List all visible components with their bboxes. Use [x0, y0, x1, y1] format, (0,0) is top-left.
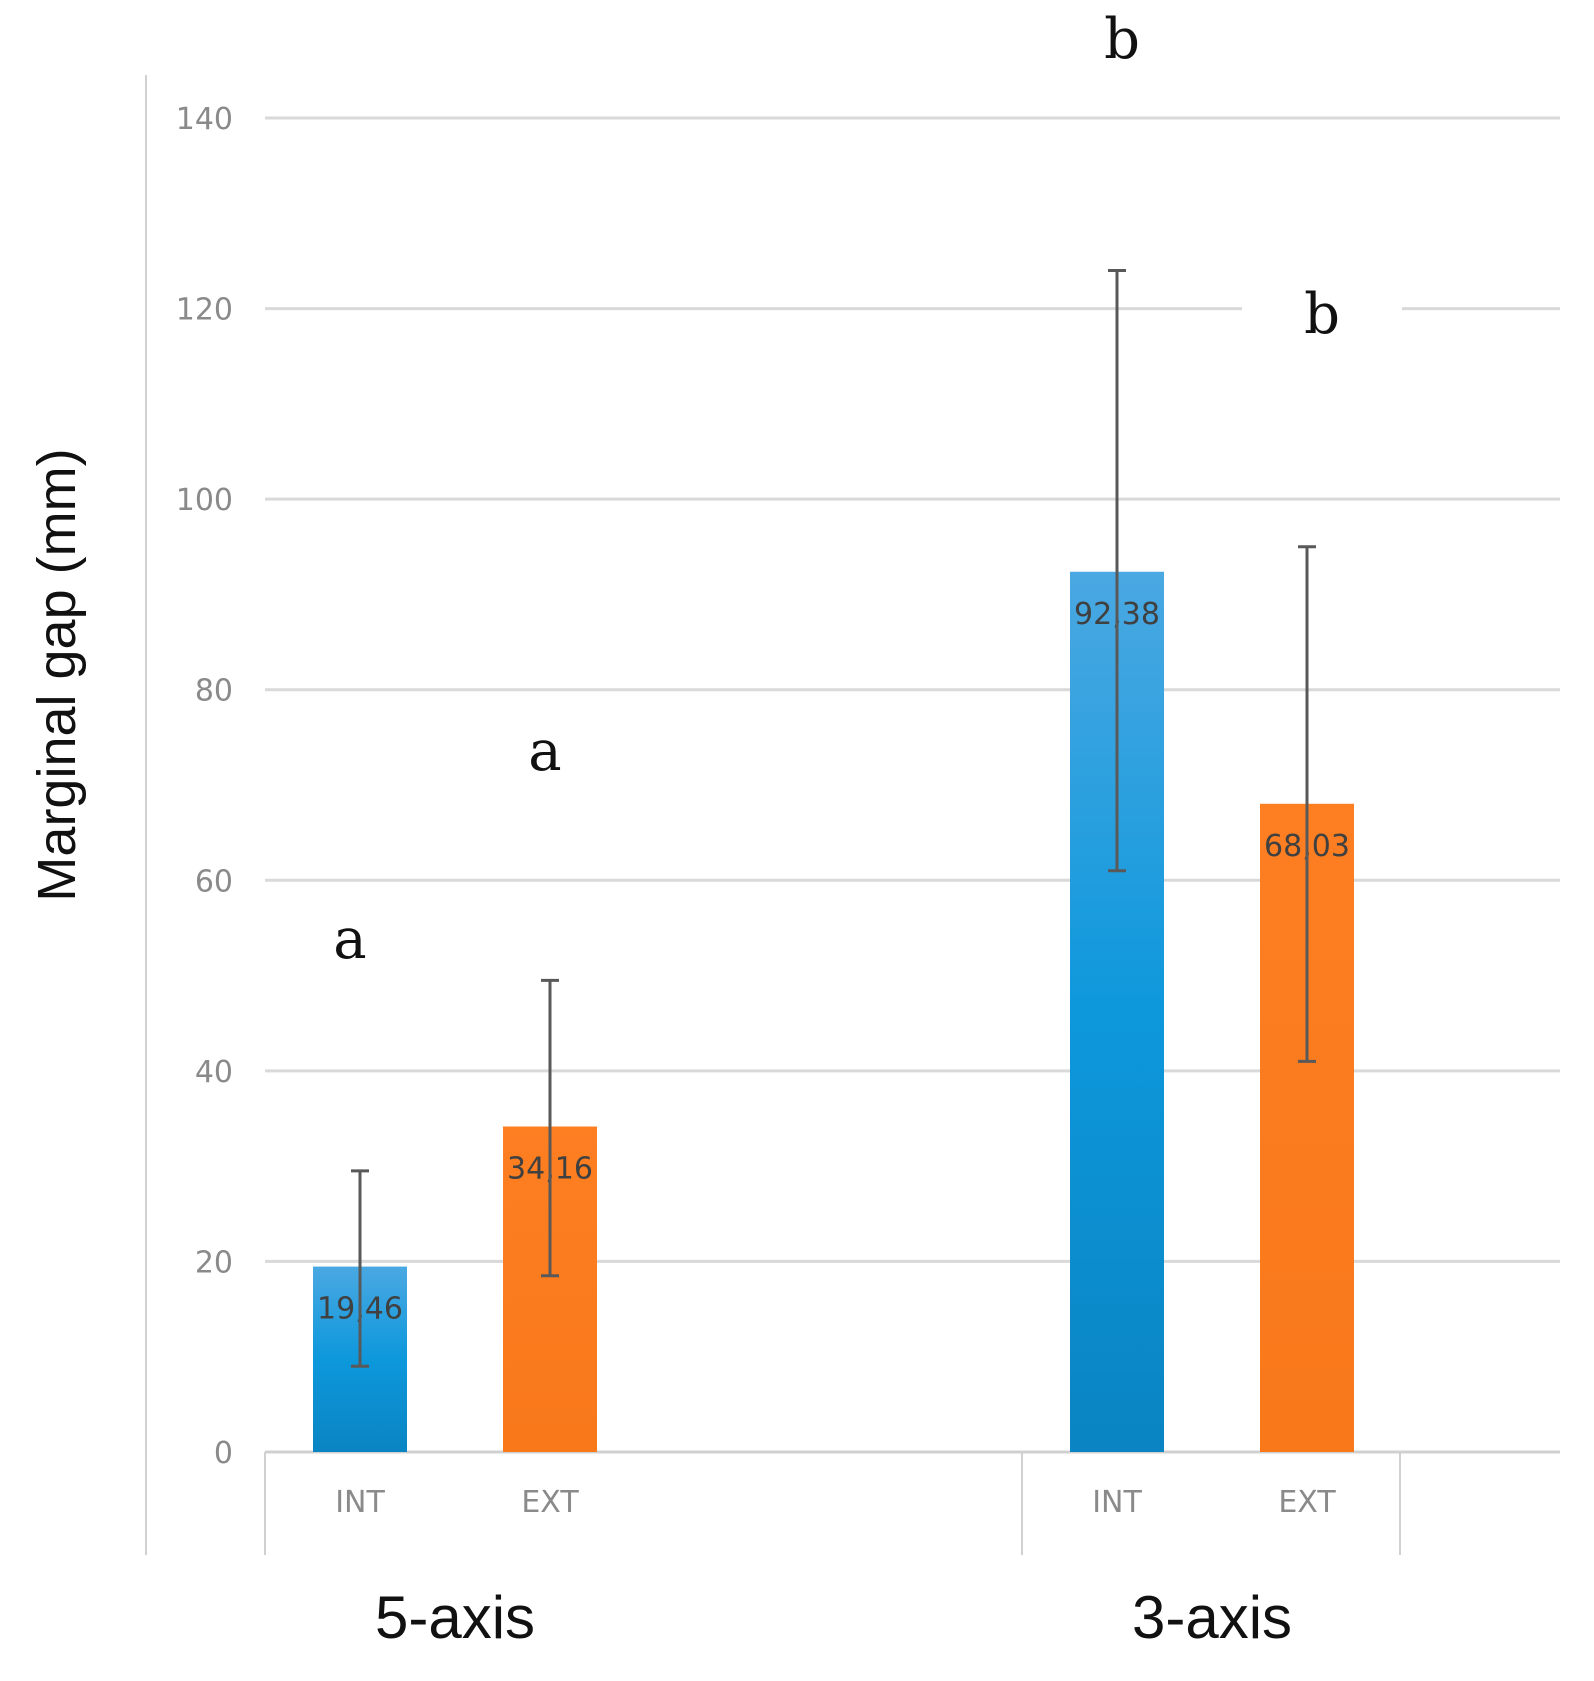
- gridlines: [265, 116, 1560, 1263]
- y-tick-120: 120: [176, 293, 233, 328]
- significance-letter-3-axis-INT: b: [1104, 7, 1140, 72]
- y-tick-80: 80: [195, 674, 233, 709]
- letter-bg-3-axis-EXT: [1242, 288, 1402, 358]
- x-tick-3-axis-INT: INT: [1092, 1485, 1142, 1520]
- y-tick-100: 100: [176, 483, 233, 518]
- bars: [313, 571, 1354, 1452]
- x-tick-5-axis-INT: INT: [335, 1485, 385, 1520]
- group-label-3-axis: 3-axis: [1132, 1584, 1292, 1651]
- y-tick-140: 140: [176, 102, 233, 137]
- letter-bg-3-axis-INT: [1042, 13, 1202, 83]
- y-tick-60: 60: [195, 864, 233, 899]
- letter-bg-5-axis-EXT: [465, 725, 625, 795]
- x-tick-3-axis-EXT: EXT: [1278, 1485, 1336, 1520]
- y-tick-0: 0: [214, 1436, 233, 1471]
- x-tick-5-axis-EXT: EXT: [521, 1485, 579, 1520]
- y-tick-40: 40: [195, 1055, 233, 1090]
- significance-letter-5-axis-EXT: a: [528, 719, 561, 784]
- significance-letter-3-axis-EXT: b: [1304, 282, 1340, 347]
- y-axis-label: Marginal gap (mm): [27, 448, 87, 901]
- significance-letter-5-axis-INT: a: [333, 907, 366, 972]
- axes: 0 20 40 60 80 100 120 140 INT EXT 5-axis INT EXT 3-ax…: [145, 75, 1560, 1651]
- group-label-5-axis: 5-axis: [375, 1584, 535, 1651]
- letter-bg-5-axis-INT: [270, 913, 430, 983]
- y-tick-20: 20: [195, 1245, 233, 1280]
